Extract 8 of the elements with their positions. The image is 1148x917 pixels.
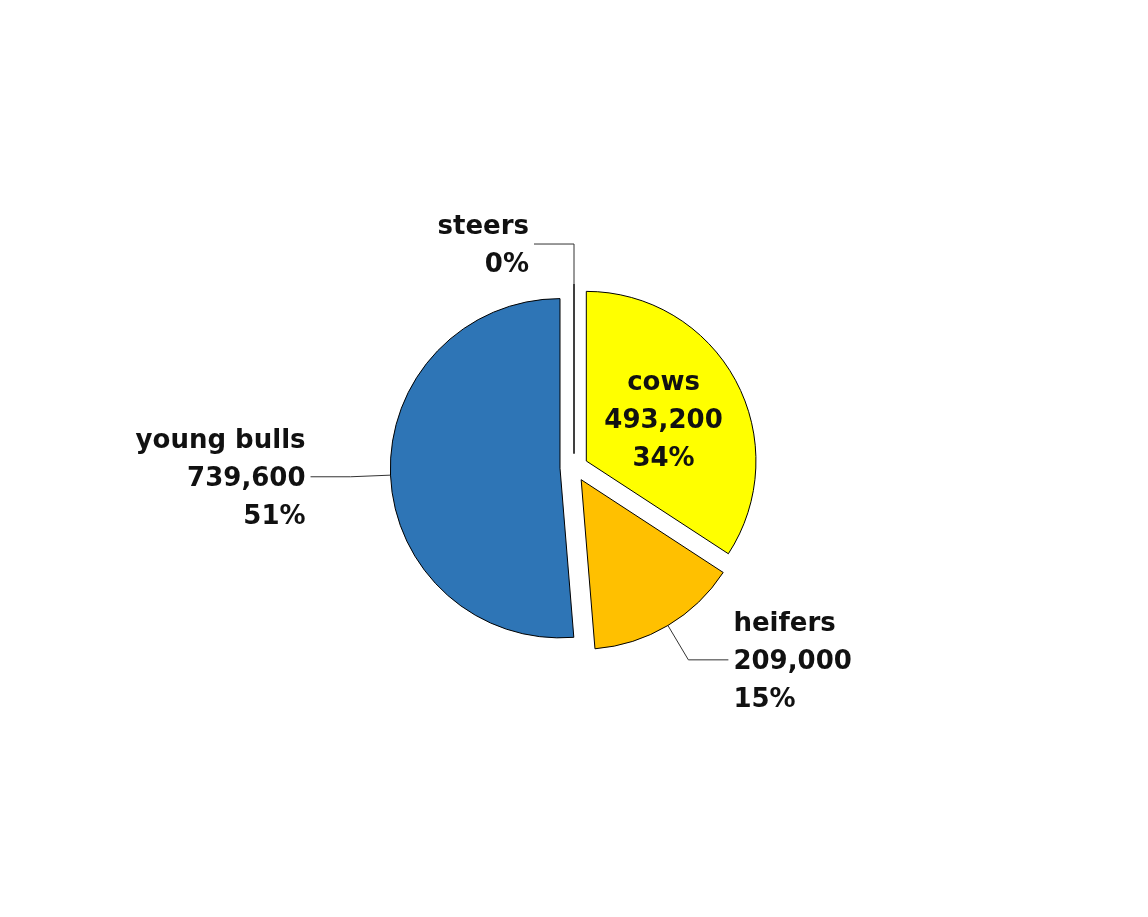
category-label: steers xyxy=(437,210,529,241)
slice-label: young bulls xyxy=(135,423,306,454)
data-label: 739,600 51% xyxy=(187,461,306,530)
slice-label: heifers xyxy=(733,606,836,637)
text: 0% xyxy=(484,248,529,279)
data-label: 209,000 15% xyxy=(733,644,852,713)
slice-label: cows xyxy=(627,366,700,397)
data-label: 493,200 34% xyxy=(604,404,723,473)
